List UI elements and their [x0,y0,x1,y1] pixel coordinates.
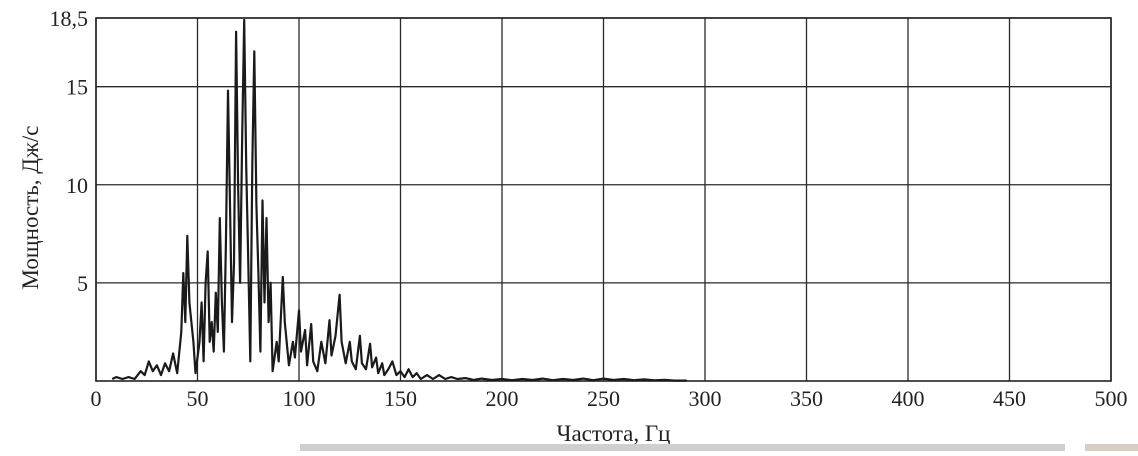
x-tick-label: 50 [187,386,209,411]
grid [95,17,1112,381]
x-tick-label: 200 [486,386,519,411]
x-tick-label: 450 [993,386,1026,411]
x-tick-label: 250 [587,386,620,411]
y-tick-labels: 5 10 15 18,5 [50,6,89,296]
x-axis-title: Частота, Гц [557,421,671,446]
power-spectrum-line [111,18,687,382]
x-tick-label: 100 [283,386,316,411]
x-tick-label: 300 [689,386,722,411]
y-tick-label: 15 [66,75,88,100]
y-tick-label: 18,5 [50,6,89,31]
y-tick-label: 5 [77,271,88,296]
x-tick-label: 0 [91,386,102,411]
scan-edge-corner [1085,444,1138,451]
x-tick-label: 350 [790,386,823,411]
plot-frame [95,17,1112,382]
y-axis-title: Мощность, Дж/с [18,126,43,290]
x-tick-label: 400 [892,386,925,411]
y-tick-label: 10 [66,173,88,198]
x-tick-label: 500 [1095,386,1128,411]
series-layer [111,18,687,382]
x-tick-label: 150 [384,386,417,411]
scan-edge-strip [300,444,1065,451]
x-tick-labels: 0 50 100 150 200 250 300 350 400 450 500 [91,386,1128,411]
